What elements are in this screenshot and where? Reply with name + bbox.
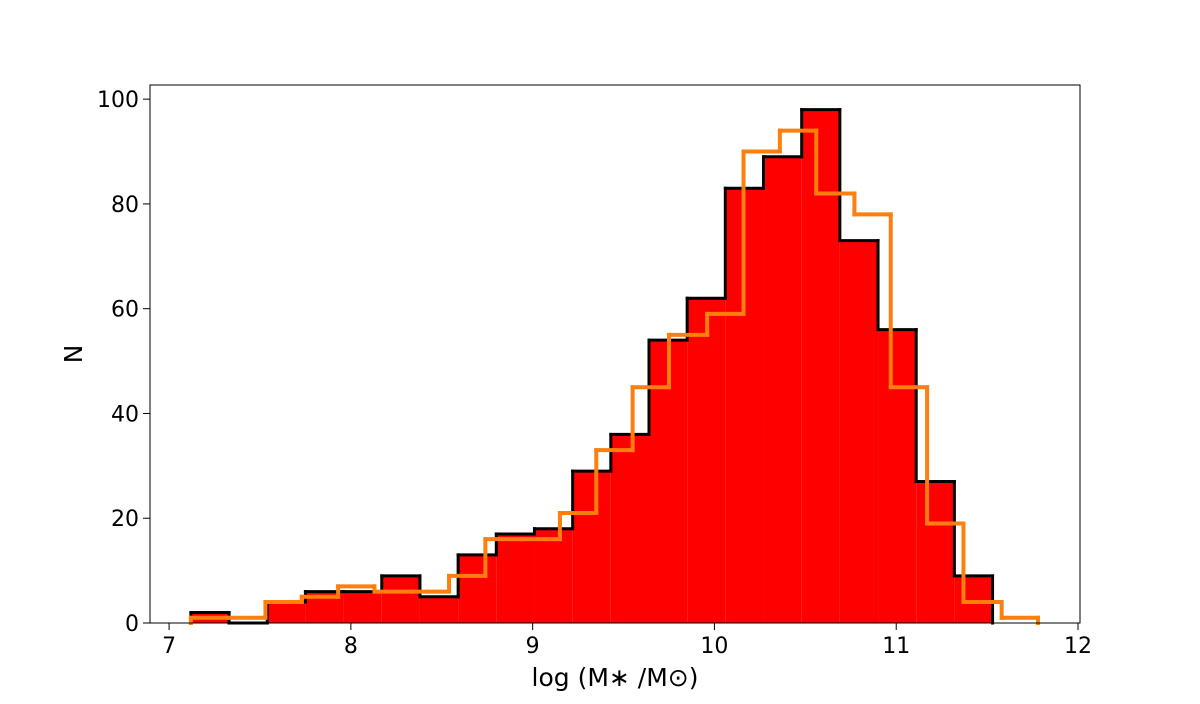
x-tick-label: 12	[1064, 634, 1092, 659]
histogram-bar	[916, 481, 955, 623]
y-axis-label: N	[59, 345, 88, 364]
plot-frame	[149, 84, 1081, 624]
y-tick-label: 0	[125, 612, 139, 637]
histogram-bar	[801, 109, 840, 624]
histogram-bar	[610, 434, 649, 623]
histogram-bar	[878, 329, 917, 623]
x-axis-label: log (M∗ /M⊙)	[532, 663, 699, 692]
histogram-bar	[458, 554, 497, 623]
histogram-bar	[267, 602, 306, 623]
histogram-bar	[839, 240, 879, 623]
histogram-bar	[687, 298, 726, 623]
y-tick-label: 20	[111, 507, 139, 532]
histogram-bar	[534, 528, 573, 623]
histogram-bar	[572, 471, 611, 623]
histogram-bar	[763, 156, 802, 623]
y-tick-label: 80	[111, 193, 139, 218]
y-tick-label: 40	[111, 402, 139, 427]
x-tick-label: 9	[526, 634, 540, 659]
histogram-bar	[496, 533, 535, 623]
x-tick-label: 8	[344, 634, 358, 659]
histogram-bar	[954, 575, 993, 623]
histogram-bar	[381, 575, 420, 623]
x-tick-label: 11	[882, 634, 910, 659]
y-tick-label: 100	[97, 88, 139, 113]
x-tick-label: 7	[162, 634, 176, 659]
x-tick-label: 10	[700, 634, 728, 659]
y-tick-label: 60	[111, 298, 139, 323]
histogram-bar	[343, 591, 382, 623]
histogram-bar	[419, 596, 459, 623]
